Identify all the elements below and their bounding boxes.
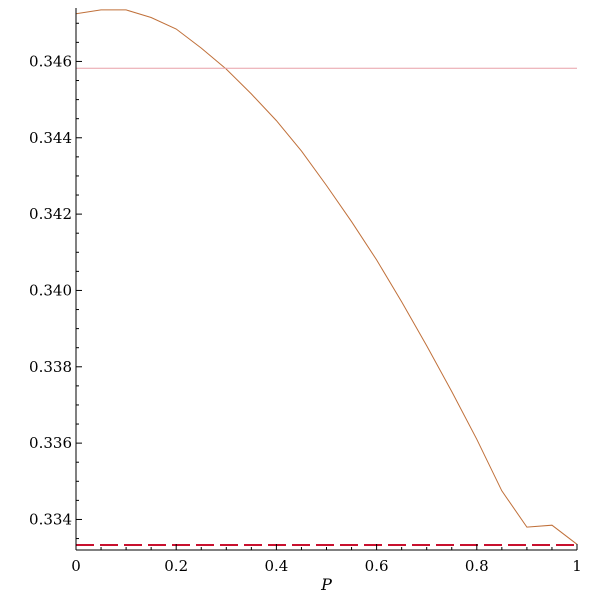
y-ticks: 0.334 0.336 0.338 0.340 0.342 0.344 0.346 bbox=[29, 22, 82, 540]
plot-lines bbox=[75, 9, 578, 546]
y-tick-label: 0.346 bbox=[29, 52, 72, 70]
y-tick-label: 0.336 bbox=[29, 434, 72, 452]
y-tick-label: 0.340 bbox=[29, 281, 72, 299]
y-tick-label: 0.344 bbox=[29, 129, 72, 147]
y-tick-label: 0.342 bbox=[29, 205, 72, 223]
x-tick-label: 1 bbox=[572, 557, 582, 575]
x-tick-label: 0.8 bbox=[465, 557, 489, 575]
x-tick-label: 0.2 bbox=[164, 557, 188, 575]
x-tick-label: 0.6 bbox=[365, 557, 389, 575]
series-line-1 bbox=[75, 9, 578, 545]
x-tick-label: 0.4 bbox=[264, 557, 288, 575]
x-axis-label: P bbox=[320, 575, 332, 594]
y-tick-label: 0.338 bbox=[29, 358, 72, 376]
x-ticks: 0 0.2 0.4 0.6 0.8 1 bbox=[71, 544, 582, 575]
y-tick-label: 0.334 bbox=[29, 510, 72, 528]
axes bbox=[75, 8, 577, 551]
x-tick-label: 0 bbox=[71, 557, 81, 575]
